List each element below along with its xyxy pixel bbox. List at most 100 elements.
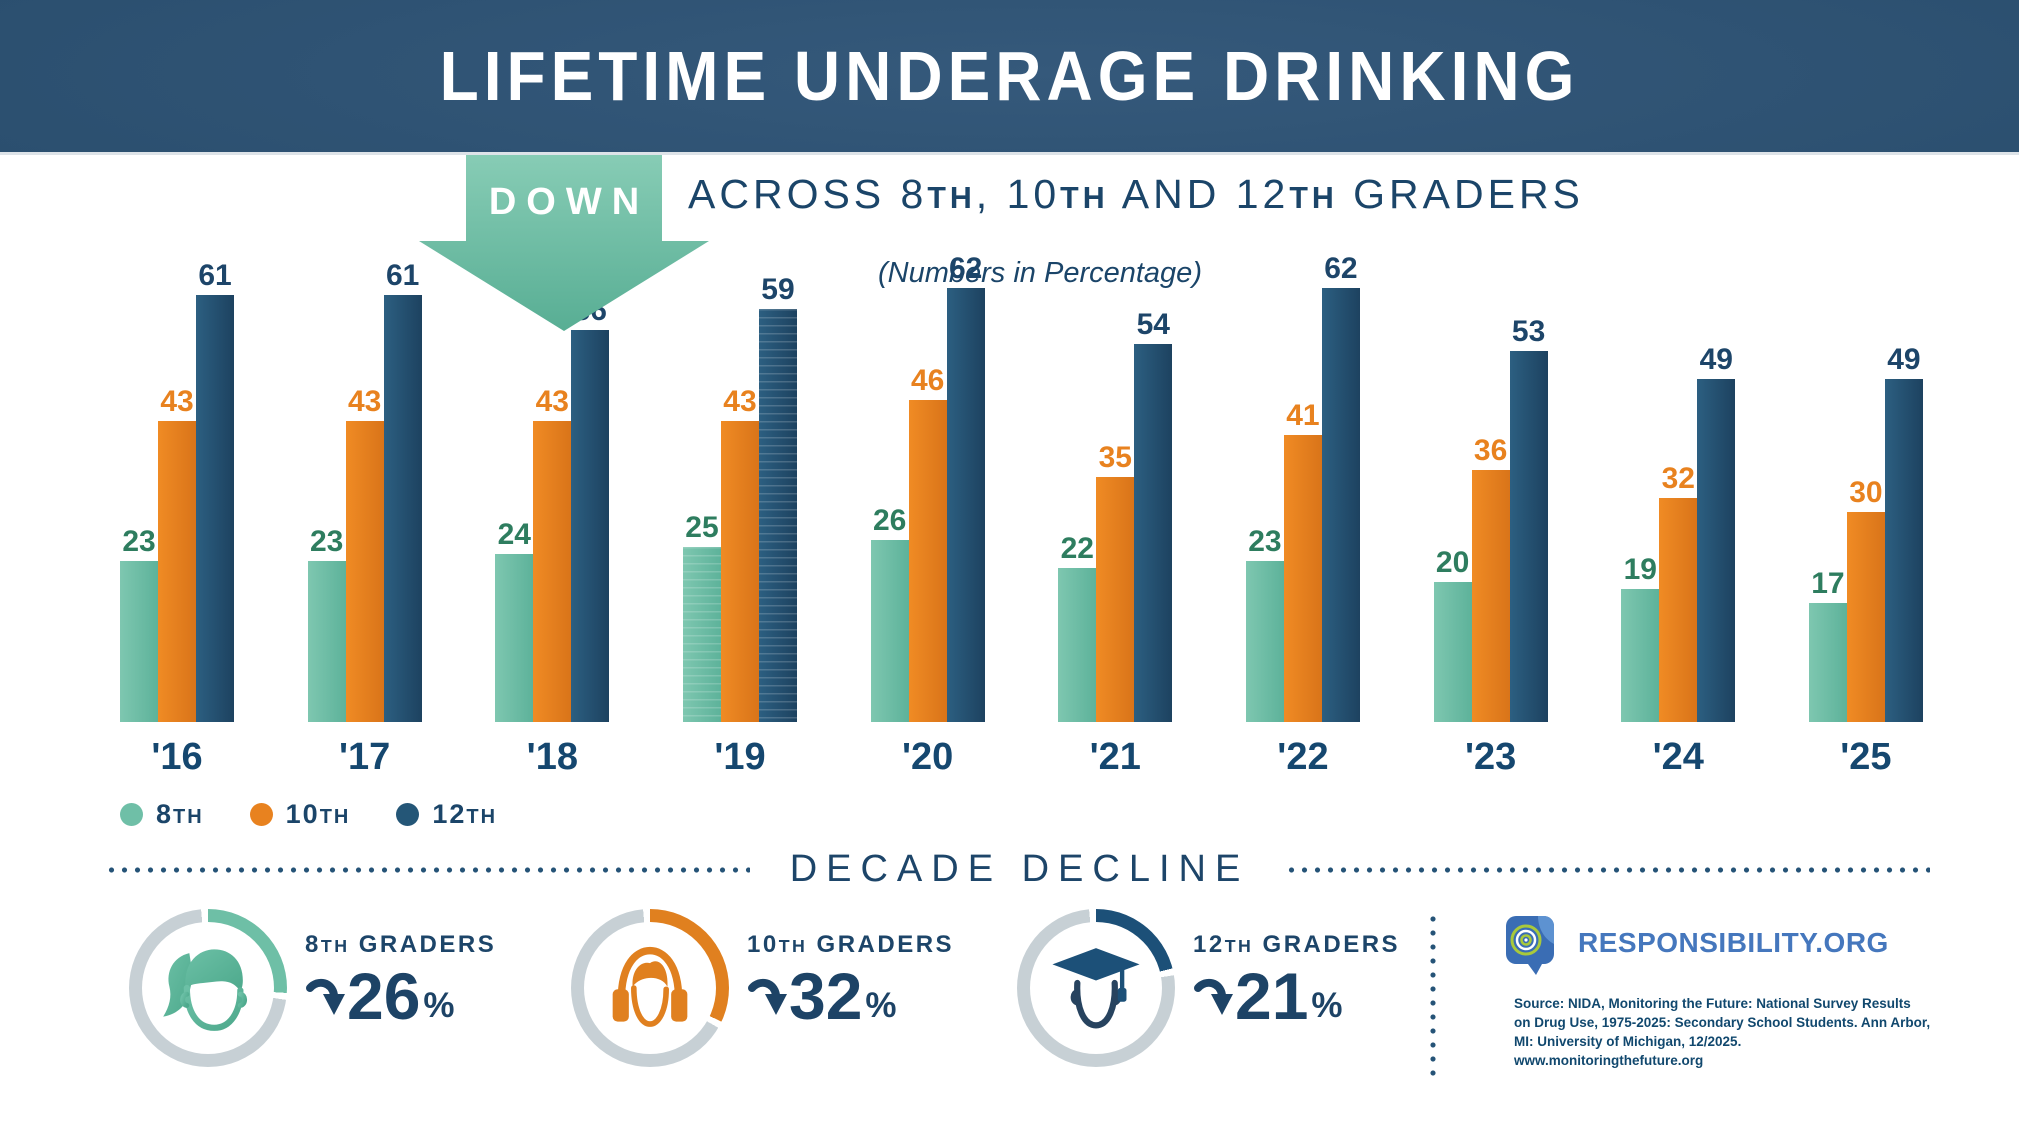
bar-8th-16 [120,561,158,722]
bar-10th-23 [1471,470,1510,722]
bar-8th-25 [1808,603,1847,722]
bar-value-label: 32 [1661,462,1695,495]
decade-decline-divider: DECADE DECLINE [0,848,2019,891]
intro-section: DOWN ACROSS 8TH, 10TH AND 12TH GRADERS (… [0,155,2019,331]
percentage-note: (Numbers in Percentage) [878,257,1202,289]
bar-12th-25 [1884,379,1923,722]
bar-8th-24 [1621,589,1660,722]
bar-value-label: 41 [1286,399,1320,432]
bar-column-8th-3: 25 [682,513,721,722]
year-group-25: 17 30 49 '25 [1808,252,1923,779]
brand-block: RESPONSIBILITY.ORG [1504,914,1889,976]
year-group-18: 24 4356 '18 [495,252,610,779]
bar-value-label: 49 [1887,343,1921,376]
year-label-23: '23 [1464,736,1517,778]
subtitle: ACROSS 8TH, 10TH AND 12TH GRADERS [688,171,1584,217]
bar-10th-21 [1096,477,1135,722]
bar-10th-20 [908,400,947,722]
year-group-16: 23 43 61 '16 [120,252,234,779]
bar-column-12th-3: 59 [758,273,797,722]
bar-column-10th-2: 43 [533,385,572,722]
legend-label-10th: 10TH [285,799,351,829]
bar-10th-24 [1659,498,1698,722]
bar-12th-17 [383,295,422,722]
legend-dot-12th [396,803,420,826]
ring-12th [1017,909,1175,1067]
bar-column-12th-7: 53 [1509,317,1548,722]
legend-item-10th: 10TH [249,799,351,830]
bar-12th-21 [1134,344,1173,722]
year-group-24: 19 32 49 '24 [1621,252,1736,779]
source-line: www.monitoringthefuture.org [1514,1053,1704,1068]
bar-column-10th-8: 32 [1659,462,1698,722]
bar-value-label: 30 [1849,476,1883,509]
bar-column-10th-9: 30 [1846,476,1885,722]
bar-value-label: 62 [948,252,983,285]
bar-column-8th-2: 24 [495,518,534,722]
bar-column-10th-3: 43 [720,385,759,722]
bar-column-8th-4: 26 [870,506,909,722]
bar-value-label: 59 [761,273,795,306]
bar-column-12th-8: 49 [1697,345,1736,722]
legend-dot-8th [120,803,143,826]
year-label-25: '25 [1840,736,1892,778]
bar-12th-19 [758,309,797,722]
bar-12th-18 [571,330,610,722]
bar-column-10th-6: 41 [1283,399,1322,722]
bar-value-label: 22 [1060,532,1094,565]
legend-label-12th: 12TH [432,799,497,829]
girl-face-icon [163,949,248,1031]
bar-value-label: 61 [198,259,232,292]
bar-value-label: 36 [1473,434,1508,467]
down-trend-icon [1194,978,1233,1016]
bar-value-label: 54 [1136,308,1170,341]
bar-chart: 234361'16234361'17244356'18254359'192646… [0,252,2019,779]
legend-item-8th: 8TH [120,799,204,830]
year-label-18: '18 [526,736,578,778]
bar-10th-25 [1846,512,1885,722]
bar-column-8th-6: 23 [1245,525,1284,722]
bar-value-label: 43 [160,385,194,418]
chart-legend: 8TH 10TH 12TH [120,799,497,830]
stat-percent-8th: 26 [347,959,421,1033]
bar-column-10th-7: 36 [1471,434,1510,722]
stat-10th-graders: 10TH GRADERS 32 % [571,909,954,1067]
stat-value-8th: 26 % [305,959,496,1033]
year-label-20: '20 [901,736,954,778]
year-label-22: '22 [1277,736,1329,778]
bar-value-label: 24 [497,518,531,551]
legend-item-12th: 12TH [396,799,497,830]
legend-dot-10th [249,803,273,826]
bar-value-label: 35 [1098,441,1132,474]
bar-value-label: 43 [723,385,757,418]
down-arrow-shape [419,155,709,331]
bar-column-10th-4: 46 [908,366,947,722]
bar-8th-21 [1058,568,1097,722]
stat-title-12th: 12TH GRADERS [1193,931,1401,958]
bar-8th-20 [870,540,909,722]
dotted-line-right [1285,866,1931,873]
bar-column-12th-9: 49 [1884,343,1923,722]
bar-column-12th-4: 62 [946,252,985,722]
down-arrow-graphic: DOWN [419,155,709,331]
bar-10th-19 [720,421,759,722]
bar-value-label: 20 [1435,546,1470,579]
bar-value-label: 43 [535,385,569,418]
bar-12th-20 [946,288,985,722]
bar-12th-22 [1321,288,1360,722]
bar-value-label: 17 [1811,567,1845,600]
stat-8th-graders: 8TH GRADERS 26 % [129,909,496,1067]
source-line: Source: NIDA, Monitoring the Future: Nat… [1514,996,1911,1011]
bar-value-label: 23 [1248,525,1282,558]
bar-column-8th-0: 23 [120,527,158,722]
bar-value-label: 19 [1623,553,1657,586]
stat-unit-8th: % [423,986,455,1026]
bar-column-8th-1: 23 [307,525,346,722]
bar-8th-23 [1433,582,1472,722]
year-label-19: '19 [714,736,766,778]
legend-label-8th: 8TH [156,799,204,829]
bar-column-8th-5: 22 [1058,532,1097,722]
main-title: LIFETIME UNDERAGE DRINKING [439,37,1580,115]
ring-8th [129,909,287,1067]
bar-value-label: 23 [309,525,344,558]
